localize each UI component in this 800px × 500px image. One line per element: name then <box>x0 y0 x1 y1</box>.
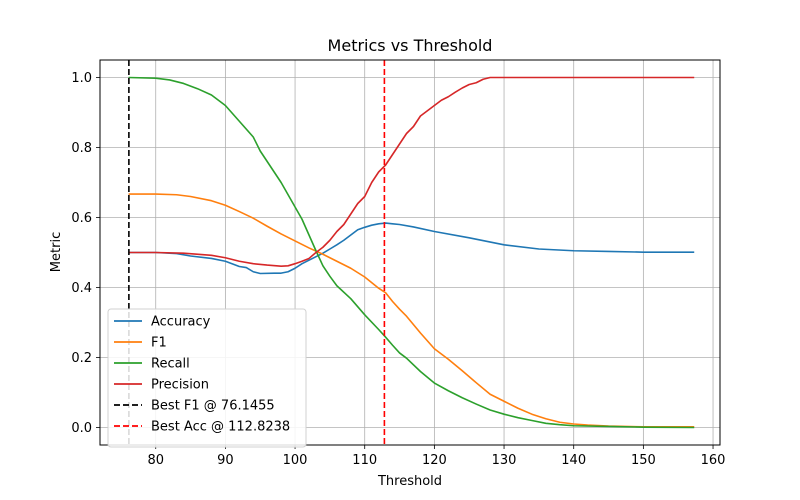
x-tick-label: 120 <box>422 453 447 468</box>
y-tick-label: 0.0 <box>71 421 92 436</box>
y-axis: 0.0 0.2 0.4 0.6 0.8 1.0 <box>71 71 100 436</box>
y-tick-label: 0.6 <box>71 211 92 226</box>
x-axis: 80 90 100 110 120 130 140 150 160 <box>147 445 725 468</box>
x-tick-label: 140 <box>561 453 586 468</box>
x-tick-label: 90 <box>217 453 234 468</box>
legend-label: F1 <box>151 336 167 351</box>
legend: Accuracy F1 Recall Precision Best F1 @ 76.14… <box>107 308 307 448</box>
legend-box <box>107 308 307 448</box>
x-tick-label: 160 <box>701 453 726 468</box>
x-tick-label: 80 <box>147 453 164 468</box>
y-axis-label: Metric <box>49 232 64 272</box>
y-tick-label: 0.2 <box>71 351 92 366</box>
series-line-f1 <box>128 193 695 428</box>
x-tick-label: 100 <box>283 453 308 468</box>
series-line-recall <box>128 76 695 429</box>
series-line-precision <box>128 76 695 267</box>
x-tick-label: 110 <box>352 453 377 468</box>
legend-label: Best F1 @ 76.1455 <box>151 399 275 414</box>
y-tick-label: 0.8 <box>71 141 92 156</box>
grid <box>100 60 720 445</box>
x-tick-label: 130 <box>492 453 517 468</box>
legend-label: Best Acc @ 112.8238 <box>151 420 290 435</box>
plot-frame <box>99 59 721 446</box>
legend-label: Recall <box>151 357 190 372</box>
x-tick-label: 150 <box>631 453 656 468</box>
y-tick-label: 0.4 <box>71 281 92 296</box>
x-axis-label: Threshold <box>377 474 442 489</box>
legend-label: Accuracy <box>151 315 211 330</box>
chart-title: Metrics vs Threshold <box>328 36 493 55</box>
y-tick-label: 1.0 <box>71 71 92 86</box>
series-line-accuracy <box>128 222 695 275</box>
legend-label: Precision <box>151 378 209 393</box>
